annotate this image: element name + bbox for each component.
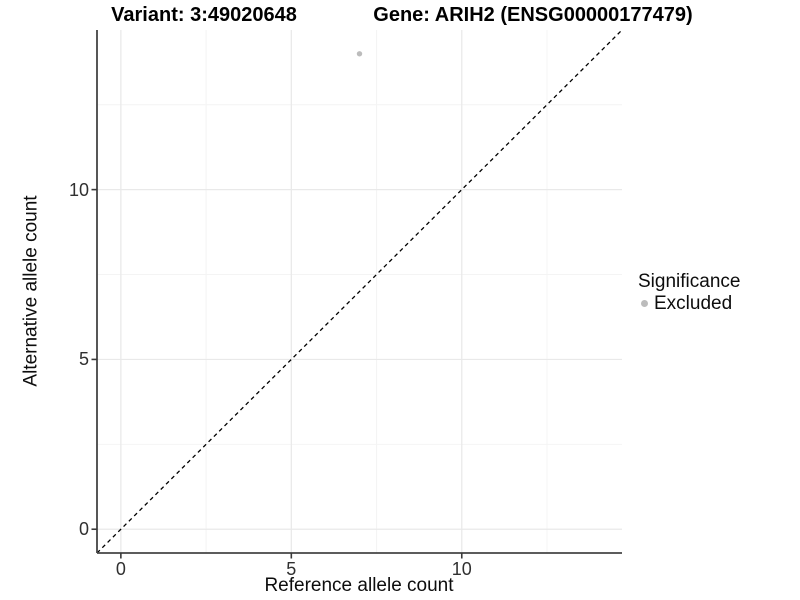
identity-reference-line xyxy=(96,29,623,554)
data-point xyxy=(356,51,363,57)
